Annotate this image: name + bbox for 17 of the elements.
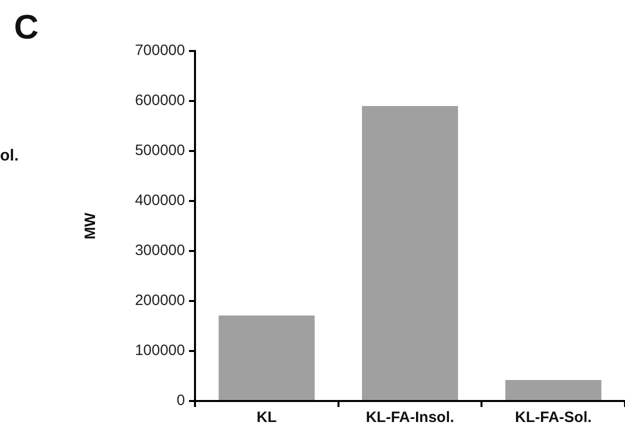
y-tick-label: 200000 [134,292,185,310]
y-tick-label: 300000 [134,242,185,260]
y-axis-title: MW [82,212,100,240]
y-tick-label: 700000 [134,42,185,60]
x-tick-label: KL-FA-Insol. [366,409,454,426]
x-tick-label: KL [256,409,277,426]
bar [505,380,602,400]
text: ol. [0,147,19,164]
bar [218,316,315,400]
y-tick-label: 100000 [134,342,185,360]
chart-title: C [14,8,39,46]
x-tick-label: KL-FA-Sol. [515,409,592,426]
y-tick-label: 400000 [134,192,185,210]
y-tick-label: 500000 [134,142,185,160]
bar [362,106,458,400]
y-tick-label: 0 [176,392,185,410]
y-tick-label: 600000 [134,92,185,110]
